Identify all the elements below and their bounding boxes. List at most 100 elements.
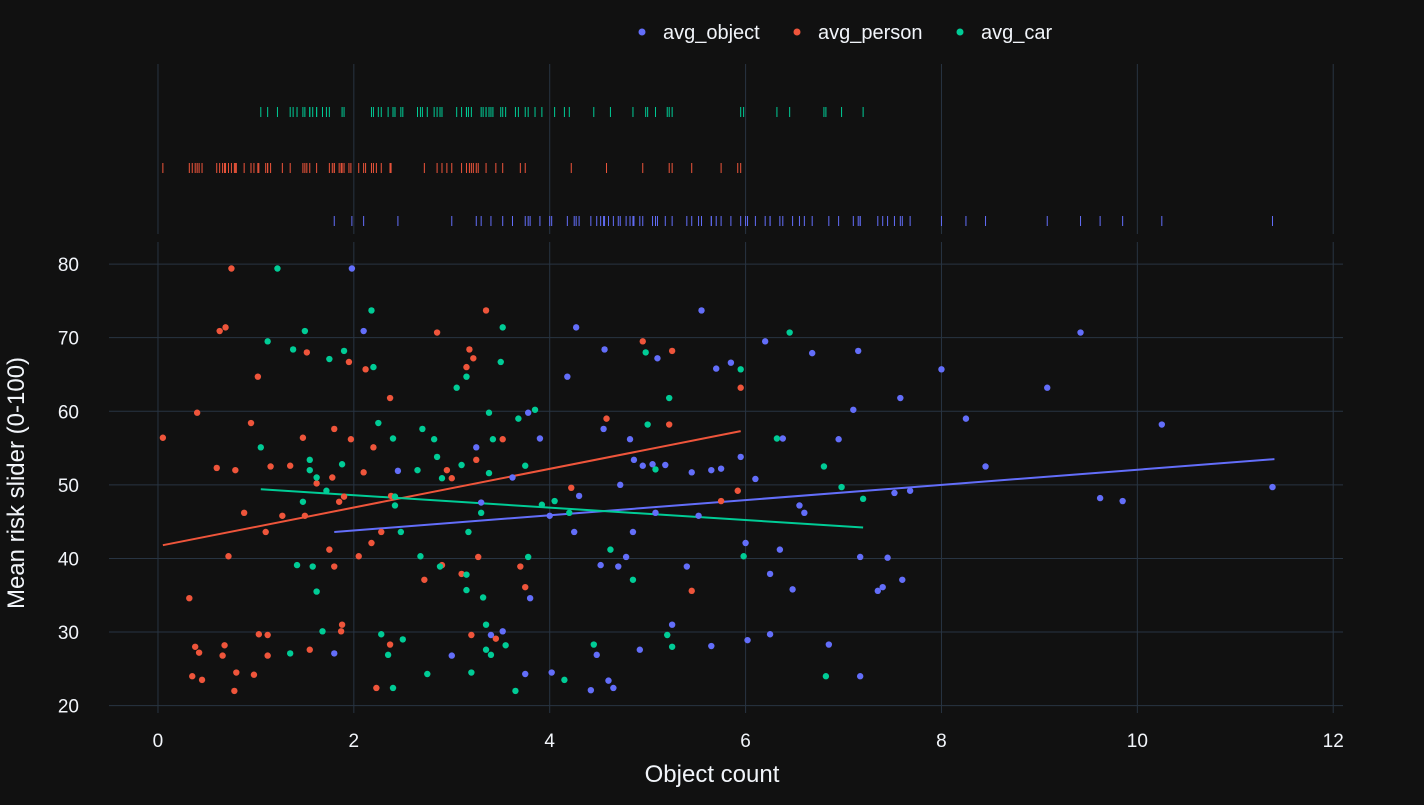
data-point-avg_object <box>789 586 796 593</box>
data-point-avg_person <box>299 434 307 441</box>
data-point-avg_object <box>524 409 532 416</box>
data-point-avg_object <box>509 474 516 481</box>
legend-label: avg_car <box>981 22 1052 44</box>
data-point-avg_object <box>855 347 862 355</box>
legend-marker <box>793 28 801 36</box>
data-point-avg_car <box>566 509 573 517</box>
data-point-avg_person <box>326 546 333 553</box>
data-point-avg_object <box>575 492 583 500</box>
data-point-avg_car <box>590 641 597 648</box>
marginal-rug <box>162 107 1273 226</box>
y-axis-title: Mean risk slider (0-100) <box>3 357 30 609</box>
data-point-avg_person <box>639 338 646 345</box>
data-point-avg_person <box>468 631 475 639</box>
data-point-avg_car <box>531 406 539 413</box>
data-point-avg_object <box>776 546 784 553</box>
data-point-avg_object <box>564 373 571 380</box>
legend-item-avg_person[interactable]: avg_person <box>793 22 923 44</box>
legend-item-avg_car[interactable]: avg_car <box>956 22 1053 44</box>
data-point-avg_object <box>654 355 661 362</box>
data-point-avg_person <box>254 373 262 380</box>
data-point-avg_object <box>348 265 356 272</box>
data-point-avg_person <box>522 583 529 591</box>
data-point-avg_person <box>448 475 455 482</box>
data-point-avg_object <box>766 570 774 578</box>
data-point-avg_car <box>319 628 326 635</box>
data-point-avg_car <box>463 373 470 380</box>
data-point-avg_car <box>458 461 465 469</box>
data-point-avg_object <box>546 512 553 519</box>
y-tick-label: 80 <box>58 255 79 276</box>
data-point-avg_car <box>438 475 446 482</box>
data-point-avg_car <box>477 509 485 517</box>
data-point-avg_object <box>615 563 622 570</box>
data-point-avg_car <box>838 483 845 491</box>
data-point-avg_car <box>820 463 828 470</box>
data-point-avg_person <box>737 384 744 391</box>
data-point-avg_car <box>740 553 747 560</box>
data-point-avg_car <box>499 324 506 331</box>
data-point-avg_object <box>536 435 544 442</box>
data-point-avg_object <box>570 528 578 536</box>
legend-marker <box>956 28 964 36</box>
data-point-avg_object <box>906 487 914 494</box>
data-point-avg_person <box>421 576 428 583</box>
data-point-avg_object <box>761 338 769 345</box>
data-point-avg_person <box>665 421 673 428</box>
data-point-avg_person <box>475 553 482 561</box>
data-point-avg_person <box>247 419 255 427</box>
data-point-avg_object <box>737 453 744 461</box>
data-point-avg_person <box>267 463 274 470</box>
data-point-avg_car <box>482 646 490 653</box>
data-point-avg_object <box>394 467 402 475</box>
data-point-avg_car <box>375 419 382 427</box>
data-point-avg_car <box>497 358 504 366</box>
data-point-avg_person <box>186 594 193 602</box>
data-point-avg_object <box>587 686 595 694</box>
data-point-avg_person <box>301 512 309 519</box>
data-point-avg_car <box>465 528 472 536</box>
data-points <box>159 265 1276 695</box>
data-point-avg_object <box>652 509 659 517</box>
data-point-avg_person <box>225 553 232 560</box>
data-point-avg_person <box>466 346 473 353</box>
data-point-avg_car <box>340 347 348 355</box>
data-point-avg_person <box>492 635 500 642</box>
data-point-avg_car <box>644 421 651 428</box>
data-point-avg_object <box>626 436 634 443</box>
data-point-avg_object <box>695 512 702 519</box>
data-point-avg_car <box>502 642 509 649</box>
data-point-avg_car <box>384 651 392 659</box>
data-point-avg_person <box>335 498 343 505</box>
gridlines <box>109 64 1343 713</box>
legend-label: avg_object <box>663 22 760 44</box>
data-point-avg_person <box>250 671 258 678</box>
data-point-avg_object <box>1044 384 1051 391</box>
data-point-avg_person <box>303 349 311 356</box>
data-point-avg_object <box>897 394 904 402</box>
data-point-avg_object <box>717 465 725 472</box>
data-point-avg_car <box>313 474 320 481</box>
data-point-avg_object <box>962 415 970 422</box>
data-point-avg_car <box>822 673 830 680</box>
data-point-avg_person <box>264 652 271 659</box>
data-point-avg_car <box>522 462 529 469</box>
data-point-avg_object <box>360 327 367 335</box>
data-point-avg_car <box>515 415 522 422</box>
legend-item-avg_object[interactable]: avg_object <box>638 22 761 44</box>
data-point-avg_car <box>512 687 519 695</box>
data-point-avg_person <box>433 329 441 336</box>
y-tick-label: 50 <box>58 476 79 497</box>
data-point-avg_object <box>938 366 945 373</box>
legend[interactable]: avg_object avg_person avg_car <box>638 22 1053 44</box>
data-point-avg_car <box>274 265 281 272</box>
data-point-avg_object <box>331 650 338 657</box>
data-point-avg_car <box>665 394 673 402</box>
data-point-avg_person <box>368 539 375 547</box>
data-point-avg_person <box>193 409 201 416</box>
data-point-avg_object <box>548 669 555 676</box>
data-point-avg_object <box>1077 329 1084 336</box>
data-point-avg_person <box>347 436 355 443</box>
